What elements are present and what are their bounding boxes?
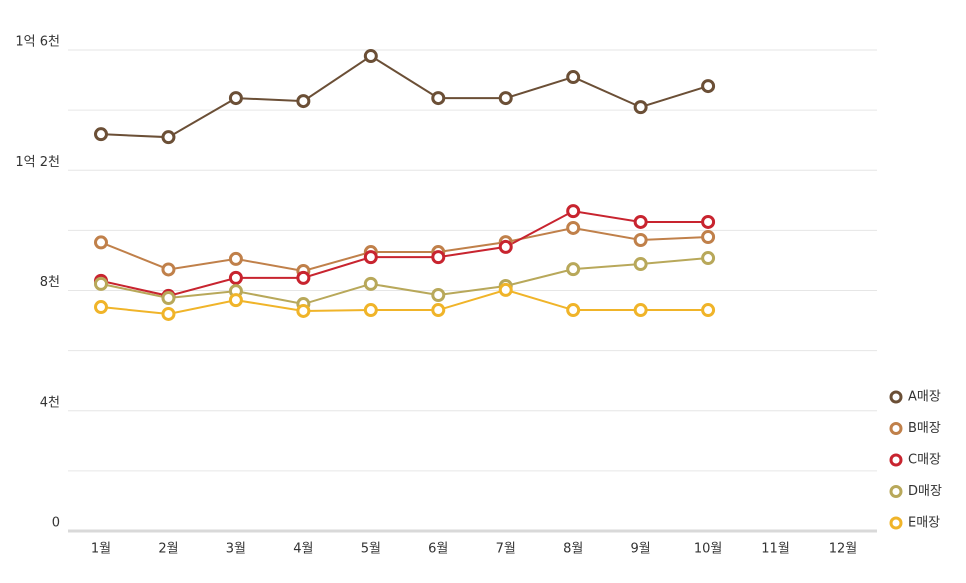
x-tick-label: 7월: [496, 542, 516, 557]
legend-label: D매장: [908, 484, 942, 499]
legend-label: A매장: [908, 390, 941, 405]
point: [363, 250, 378, 265]
series-line: [100, 257, 709, 306]
x-tick-label: 2월: [158, 542, 178, 557]
point: [296, 303, 311, 318]
y-tick-label: 0: [52, 516, 60, 531]
legend-label: C매장: [908, 453, 941, 468]
point: [701, 229, 716, 244]
x-tick-label: 6월: [428, 542, 448, 557]
point: [431, 303, 446, 318]
point: [633, 257, 648, 272]
point: [296, 94, 311, 109]
point: [161, 291, 176, 306]
legend-marker: [889, 485, 903, 498]
point: [228, 91, 243, 106]
x-tick-label: 8월: [563, 542, 583, 557]
point: [566, 70, 581, 85]
x-tick-label: 3월: [226, 542, 246, 557]
point: [94, 300, 108, 315]
y-tick-label: 1억 2천: [15, 155, 60, 170]
x-tick-label: 11월: [761, 542, 790, 557]
point: [161, 130, 176, 145]
legend-marker: [889, 422, 903, 435]
series-line: [100, 288, 709, 315]
point: [498, 239, 513, 254]
x-tick-label: 9월: [631, 542, 651, 557]
legend-marker: [889, 390, 903, 404]
point: [566, 262, 581, 277]
point: [363, 276, 378, 291]
point: [228, 270, 243, 285]
point: [161, 306, 176, 321]
point: [566, 220, 581, 235]
y-tick-label: 4천: [40, 395, 60, 410]
series-line: [100, 210, 709, 297]
x-tick-label: 12월: [829, 542, 858, 557]
x-tick-label: 10월: [694, 542, 723, 557]
point: [431, 91, 446, 106]
point: [701, 251, 716, 266]
point: [94, 127, 108, 142]
point: [701, 214, 716, 229]
point: [363, 303, 378, 318]
legend-label: B매장: [908, 421, 941, 436]
x-tick-label: 1월: [91, 542, 111, 557]
point: [633, 214, 648, 229]
point: [363, 49, 378, 64]
series-line: [100, 54, 709, 139]
point: [296, 270, 311, 285]
legend-label: E매장: [908, 516, 940, 531]
point: [94, 276, 108, 291]
point: [94, 235, 108, 250]
series-line: [100, 226, 709, 272]
x-tick-label: 5월: [361, 542, 381, 557]
point: [566, 204, 581, 219]
point: [701, 79, 716, 94]
point: [228, 251, 243, 266]
point: [431, 288, 446, 303]
y-tick-label: 8천: [40, 275, 60, 290]
point: [161, 262, 176, 277]
point: [633, 303, 648, 318]
point: [498, 282, 513, 297]
x-tick-label: 4월: [293, 542, 313, 557]
point: [498, 91, 513, 106]
point: [633, 232, 648, 247]
legend-marker: [889, 453, 903, 467]
point: [566, 303, 581, 318]
y-tick-label: 1억 6천: [15, 35, 60, 50]
point: [633, 100, 648, 115]
point: [701, 303, 716, 318]
point: [228, 293, 243, 308]
point: [431, 250, 446, 265]
legend-marker: [889, 516, 903, 530]
